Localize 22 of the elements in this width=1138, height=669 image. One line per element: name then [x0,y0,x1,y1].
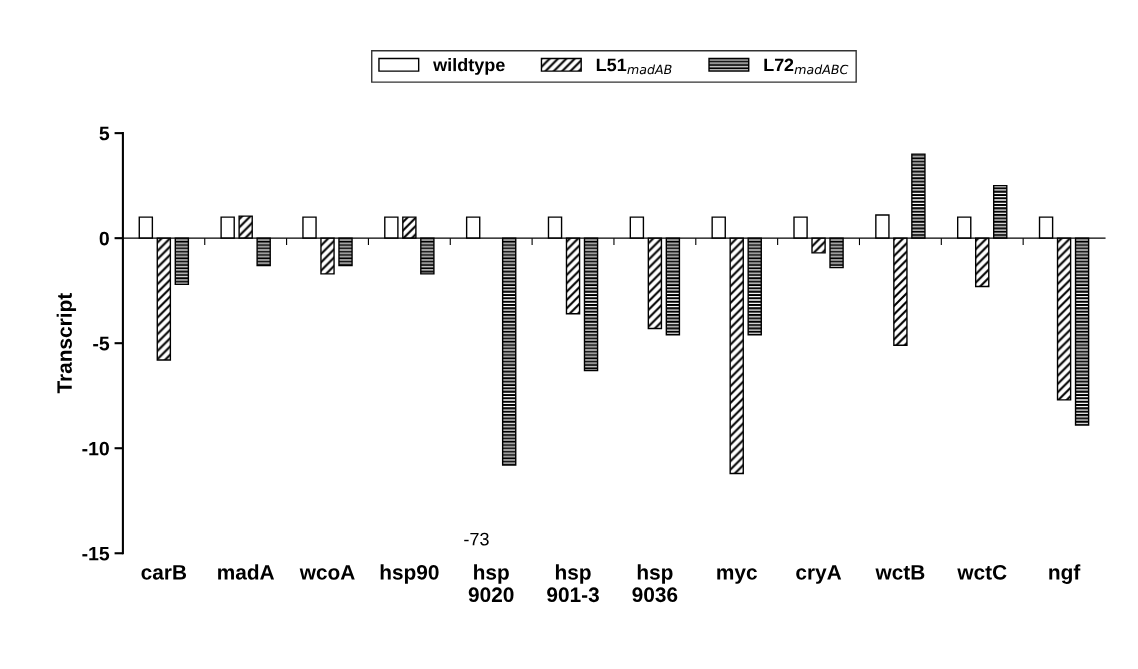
legend-label: wildtype [433,58,505,75]
y-tick-label: 5 [99,126,110,141]
x-tick-label: hsp90 [380,564,439,584]
legend-label: L51$_{madAB}$ [596,58,672,75]
x-tick-label: wctB [875,565,925,580]
x-tick-label: hsp 9036 [632,564,678,603]
x-tick-label: hsp 9020 [468,564,514,603]
x-tick-label: hsp 901-3 [547,564,599,603]
y-tick-label: -5 [93,336,110,351]
y-tick-label: 0 [99,231,109,246]
x-tick-label: wctC [957,564,1007,580]
x-tick-label: cryA [796,565,842,584]
legend-label: L72$_{madABC}$ [764,58,849,75]
x-tick-label: wcoA [299,565,355,580]
x-tick-label: madA [218,564,275,580]
annotation: -73 [464,532,489,546]
y-tick-label: -15 [82,546,110,561]
x-tick-label: myc [717,568,757,584]
y-tick-label: -10 [82,441,109,456]
y-axis-title: Transcript [56,293,77,394]
x-tick-label: carB [141,565,187,580]
x-tick-label: ngf [1049,564,1081,584]
